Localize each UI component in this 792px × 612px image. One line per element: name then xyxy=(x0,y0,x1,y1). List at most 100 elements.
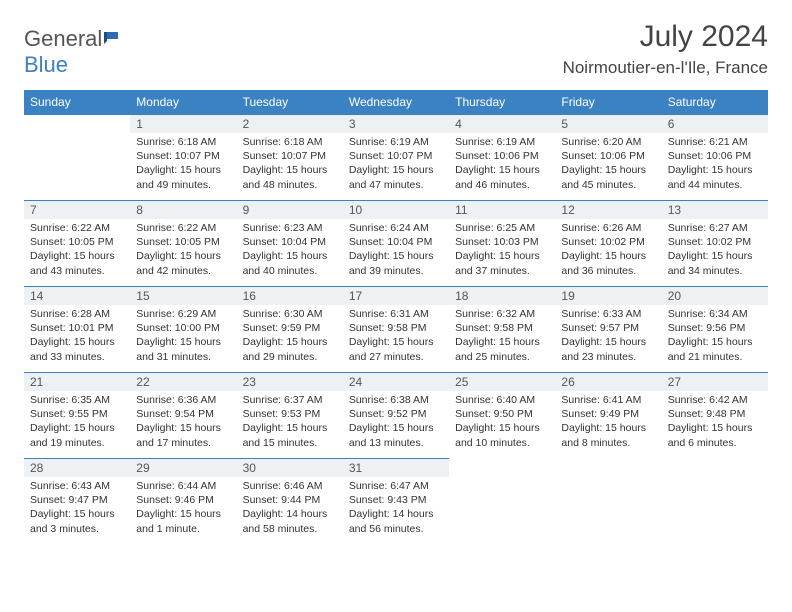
day-number: 31 xyxy=(343,459,449,477)
daylight-text: Daylight: 14 hours and 56 minutes. xyxy=(349,507,443,535)
sunset-text: Sunset: 9:58 PM xyxy=(349,321,443,335)
day-number: 9 xyxy=(237,201,343,219)
sunset-text: Sunset: 10:05 PM xyxy=(136,235,230,249)
calendar-cell: 4Sunrise: 6:19 AMSunset: 10:06 PMDayligh… xyxy=(449,115,555,201)
sunset-text: Sunset: 9:53 PM xyxy=(243,407,337,421)
day-number: 21 xyxy=(24,373,130,391)
sunset-text: Sunset: 10:06 PM xyxy=(668,149,762,163)
sunrise-text: Sunrise: 6:29 AM xyxy=(136,307,230,321)
sunset-text: Sunset: 10:07 PM xyxy=(136,149,230,163)
sunrise-text: Sunrise: 6:24 AM xyxy=(349,221,443,235)
sunset-text: Sunset: 10:06 PM xyxy=(455,149,549,163)
day-number: 20 xyxy=(662,287,768,305)
sunrise-text: Sunrise: 6:25 AM xyxy=(455,221,549,235)
day-number: 28 xyxy=(24,459,130,477)
cell-details: Sunrise: 6:25 AMSunset: 10:03 PMDaylight… xyxy=(455,221,549,278)
sunset-text: Sunset: 9:50 PM xyxy=(455,407,549,421)
day-number: 3 xyxy=(343,115,449,133)
day-number: 19 xyxy=(555,287,661,305)
calendar-body: 1Sunrise: 6:18 AMSunset: 10:07 PMDayligh… xyxy=(24,115,768,545)
calendar-cell: 30Sunrise: 6:46 AMSunset: 9:44 PMDayligh… xyxy=(237,459,343,545)
cell-details: Sunrise: 6:42 AMSunset: 9:48 PMDaylight:… xyxy=(668,393,762,450)
day-number: 22 xyxy=(130,373,236,391)
sunrise-text: Sunrise: 6:40 AM xyxy=(455,393,549,407)
daylight-text: Daylight: 15 hours and 17 minutes. xyxy=(136,421,230,449)
calendar-cell: 23Sunrise: 6:37 AMSunset: 9:53 PMDayligh… xyxy=(237,373,343,459)
sunset-text: Sunset: 9:43 PM xyxy=(349,493,443,507)
sunset-text: Sunset: 9:44 PM xyxy=(243,493,337,507)
calendar-cell: 28Sunrise: 6:43 AMSunset: 9:47 PMDayligh… xyxy=(24,459,130,545)
day-number: 2 xyxy=(237,115,343,133)
daylight-text: Daylight: 15 hours and 1 minute. xyxy=(136,507,230,535)
sunrise-text: Sunrise: 6:32 AM xyxy=(455,307,549,321)
cell-details: Sunrise: 6:28 AMSunset: 10:01 PMDaylight… xyxy=(30,307,124,364)
calendar-cell: 6Sunrise: 6:21 AMSunset: 10:06 PMDayligh… xyxy=(662,115,768,201)
sunset-text: Sunset: 9:57 PM xyxy=(561,321,655,335)
sunset-text: Sunset: 9:54 PM xyxy=(136,407,230,421)
daylight-text: Daylight: 15 hours and 36 minutes. xyxy=(561,249,655,277)
daylight-text: Daylight: 15 hours and 23 minutes. xyxy=(561,335,655,363)
sunrise-text: Sunrise: 6:31 AM xyxy=(349,307,443,321)
daylight-text: Daylight: 15 hours and 45 minutes. xyxy=(561,163,655,191)
calendar-cell xyxy=(662,459,768,545)
sunset-text: Sunset: 9:52 PM xyxy=(349,407,443,421)
sunset-text: Sunset: 10:05 PM xyxy=(30,235,124,249)
month-title: July 2024 xyxy=(563,20,768,54)
cell-details: Sunrise: 6:22 AMSunset: 10:05 PMDaylight… xyxy=(30,221,124,278)
calendar-cell: 9Sunrise: 6:23 AMSunset: 10:04 PMDayligh… xyxy=(237,201,343,287)
daylight-text: Daylight: 15 hours and 42 minutes. xyxy=(136,249,230,277)
cell-details: Sunrise: 6:19 AMSunset: 10:07 PMDaylight… xyxy=(349,135,443,192)
daylight-text: Daylight: 15 hours and 39 minutes. xyxy=(349,249,443,277)
cell-details: Sunrise: 6:41 AMSunset: 9:49 PMDaylight:… xyxy=(561,393,655,450)
calendar-cell: 20 Sunrise: 6:34 AMSunset: 9:56 PMDayligh… xyxy=(662,287,768,373)
calendar-week-row: 21 Sunrise: 6:35 AMSunset: 9:55 PM Dayligh… xyxy=(24,373,768,459)
brand-part2: Blue xyxy=(24,52,68,77)
day-number: 6 xyxy=(662,115,768,133)
day-number: 10 xyxy=(343,201,449,219)
calendar-cell: 5Sunrise: 6:20 AMSunset: 10:06 PMDayligh… xyxy=(555,115,661,201)
sunrise-text: Sunrise: 6:35 AM xyxy=(30,393,124,407)
calendar-week-row: 7Sunrise: 6:22 AMSunset: 10:05 PMDayligh… xyxy=(24,201,768,287)
sunrise-text: Sunrise: 6:28 AM xyxy=(30,307,124,321)
sunrise-text: Sunrise: 6:20 AM xyxy=(561,135,655,149)
calendar-cell: 3 Sunrise: 6:19 AMSunset: 10:07 PMDayligh… xyxy=(343,115,449,201)
daylight-text: Daylight: 15 hours and 3 minutes. xyxy=(30,507,124,535)
cell-details: Sunrise: 6:34 AMSunset: 9:56 PMDaylight:… xyxy=(668,307,762,364)
sunset-text: Sunset: 10:04 PM xyxy=(243,235,337,249)
sunrise-text: Sunrise: 6:34 AM xyxy=(668,307,762,321)
daylight-text: Daylight: 15 hours and 15 minutes. xyxy=(243,421,337,449)
title-block: July 2024 Noirmoutier-en-l'Ile, France xyxy=(563,20,768,78)
daylight-text: Daylight: 15 hours and 6 minutes. xyxy=(668,421,762,449)
day-header: Wednesday xyxy=(343,90,449,115)
day-header: Friday xyxy=(555,90,661,115)
day-number: 17 xyxy=(343,287,449,305)
daylight-text: Daylight: 15 hours and 25 minutes. xyxy=(455,335,549,363)
day-number: 24 xyxy=(343,373,449,391)
day-number: 14 xyxy=(24,287,130,305)
sunset-text: Sunset: 9:55 PM xyxy=(30,407,124,421)
brand-part1: General xyxy=(24,26,102,51)
cell-details: Sunrise: 6:27 AMSunset: 10:02 PMDaylight… xyxy=(668,221,762,278)
daylight-text: Daylight: 15 hours and 37 minutes. xyxy=(455,249,549,277)
sunrise-text: Sunrise: 6:36 AM xyxy=(136,393,230,407)
day-number: 4 xyxy=(449,115,555,133)
calendar-cell xyxy=(555,459,661,545)
day-number: 23 xyxy=(237,373,343,391)
sunrise-text: Sunrise: 6:19 AM xyxy=(349,135,443,149)
calendar-week-row: 1Sunrise: 6:18 AMSunset: 10:07 PMDayligh… xyxy=(24,115,768,201)
day-number: 25 xyxy=(449,373,555,391)
daylight-text: Daylight: 14 hours and 58 minutes. xyxy=(243,507,337,535)
sunrise-text: Sunrise: 6:21 AM xyxy=(668,135,762,149)
sunrise-text: Sunrise: 6:44 AM xyxy=(136,479,230,493)
calendar-cell: 11Sunrise: 6:25 AMSunset: 10:03 PMDaylig… xyxy=(449,201,555,287)
sunrise-text: Sunrise: 6:41 AM xyxy=(561,393,655,407)
sunset-text: Sunset: 10:01 PM xyxy=(30,321,124,335)
daylight-text: Daylight: 15 hours and 10 minutes. xyxy=(455,421,549,449)
cell-details: Sunrise: 6:20 AMSunset: 10:06 PMDaylight… xyxy=(561,135,655,192)
cell-details: Sunrise: 6:40 AMSunset: 9:50 PMDaylight:… xyxy=(455,393,549,450)
sunrise-text: Sunrise: 6:18 AM xyxy=(136,135,230,149)
sunrise-text: Sunrise: 6:33 AM xyxy=(561,307,655,321)
calendar-week-row: 14Sunrise: 6:28 AMSunset: 10:01 PMDaylig… xyxy=(24,287,768,373)
sunset-text: Sunset: 9:48 PM xyxy=(668,407,762,421)
cell-details: Sunrise: 6:24 AMSunset: 10:04 PMDaylight… xyxy=(349,221,443,278)
